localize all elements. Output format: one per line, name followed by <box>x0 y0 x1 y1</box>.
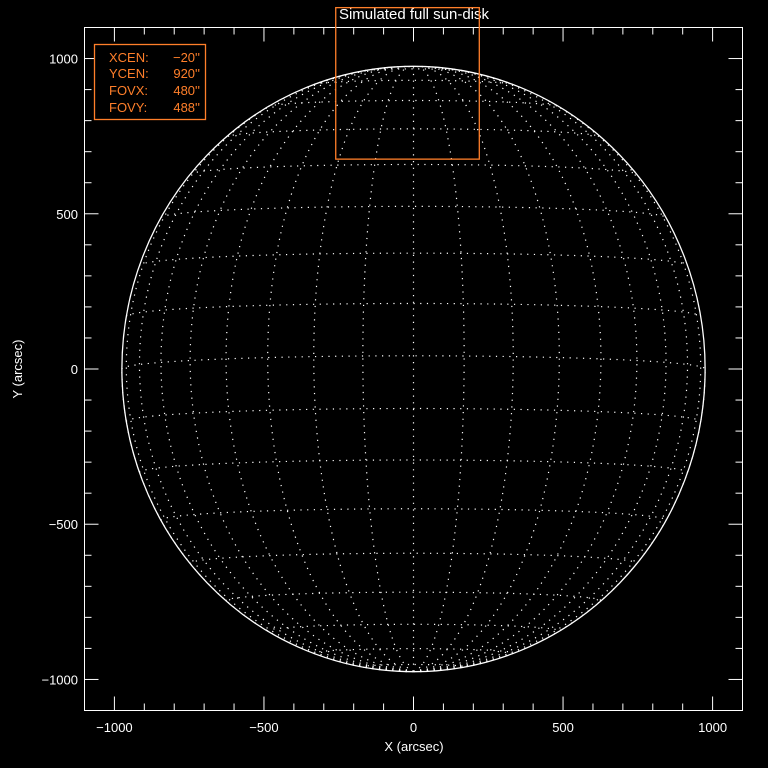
y-tick-label: 500 <box>56 207 78 222</box>
latitude-line <box>125 407 702 422</box>
longitude-line <box>362 65 414 672</box>
latitude-line <box>314 79 513 85</box>
longitude-line <box>125 75 414 673</box>
y-tick-label: −500 <box>49 517 78 532</box>
latitude-line <box>364 68 463 72</box>
x-tick-label: 1000 <box>698 720 727 735</box>
x-tick-label: 500 <box>552 720 574 735</box>
latitude-line <box>138 459 689 473</box>
x-tick-label: −1000 <box>96 720 133 735</box>
x-axis-label: X (arcsec) <box>384 739 443 754</box>
latitude-line <box>189 552 638 565</box>
longitude-line <box>160 66 414 673</box>
longitude-line <box>225 66 414 673</box>
legend-value-fovx: 480'' <box>173 83 200 98</box>
latitude-line <box>225 591 602 602</box>
latitude-line <box>190 163 637 175</box>
longitude-line <box>189 66 414 673</box>
longitude-line <box>413 66 638 673</box>
longitude-line <box>413 65 514 673</box>
y-tick-label: 1000 <box>49 52 78 67</box>
legend-label-fovy: FOVY: <box>109 100 147 115</box>
y-tick-labels: −1000 −500 0 500 1000 <box>41 52 78 688</box>
legend: XCEN: −20'' YCEN: 920'' FOVX: 480'' FOVY… <box>93 43 207 121</box>
y-axis-label: Y (arcsec) <box>10 340 25 399</box>
longitude-line <box>267 65 414 673</box>
latitude-line <box>225 128 602 138</box>
longitude-line <box>313 65 414 673</box>
x-tick-label: −500 <box>249 720 278 735</box>
latitude-line <box>138 252 689 266</box>
y-tick-label: −1000 <box>41 672 78 687</box>
legend-value-xcen: −20'' <box>173 50 200 65</box>
legend-label-xcen: XCEN: <box>109 50 149 65</box>
x-tick-label: 0 <box>410 720 417 735</box>
longitude-line <box>413 65 560 673</box>
chart-title: Simulated full sun-disk <box>339 6 490 23</box>
axis-ticks <box>84 27 743 711</box>
latitude-line <box>362 663 465 668</box>
fov-box <box>335 6 480 160</box>
solar-limb <box>121 65 706 673</box>
legend-value-fovy: 488'' <box>173 100 200 115</box>
legend-value-ycen: 920'' <box>173 66 200 81</box>
latitude-line <box>313 648 514 655</box>
y-tick-label: 0 <box>71 362 78 377</box>
longitude-line <box>413 75 702 673</box>
x-tick-labels: −1000 −500 0 500 1000 <box>96 720 727 735</box>
sun-disk <box>121 65 706 673</box>
longitude-line <box>413 66 602 673</box>
legend-label-ycen: YCEN: <box>109 66 149 81</box>
longitude-line <box>413 66 667 673</box>
legend-box <box>93 43 207 121</box>
latitude-line <box>125 302 702 317</box>
longitude-line <box>413 65 465 672</box>
legend-label-fovx: FOVX: <box>109 83 148 98</box>
